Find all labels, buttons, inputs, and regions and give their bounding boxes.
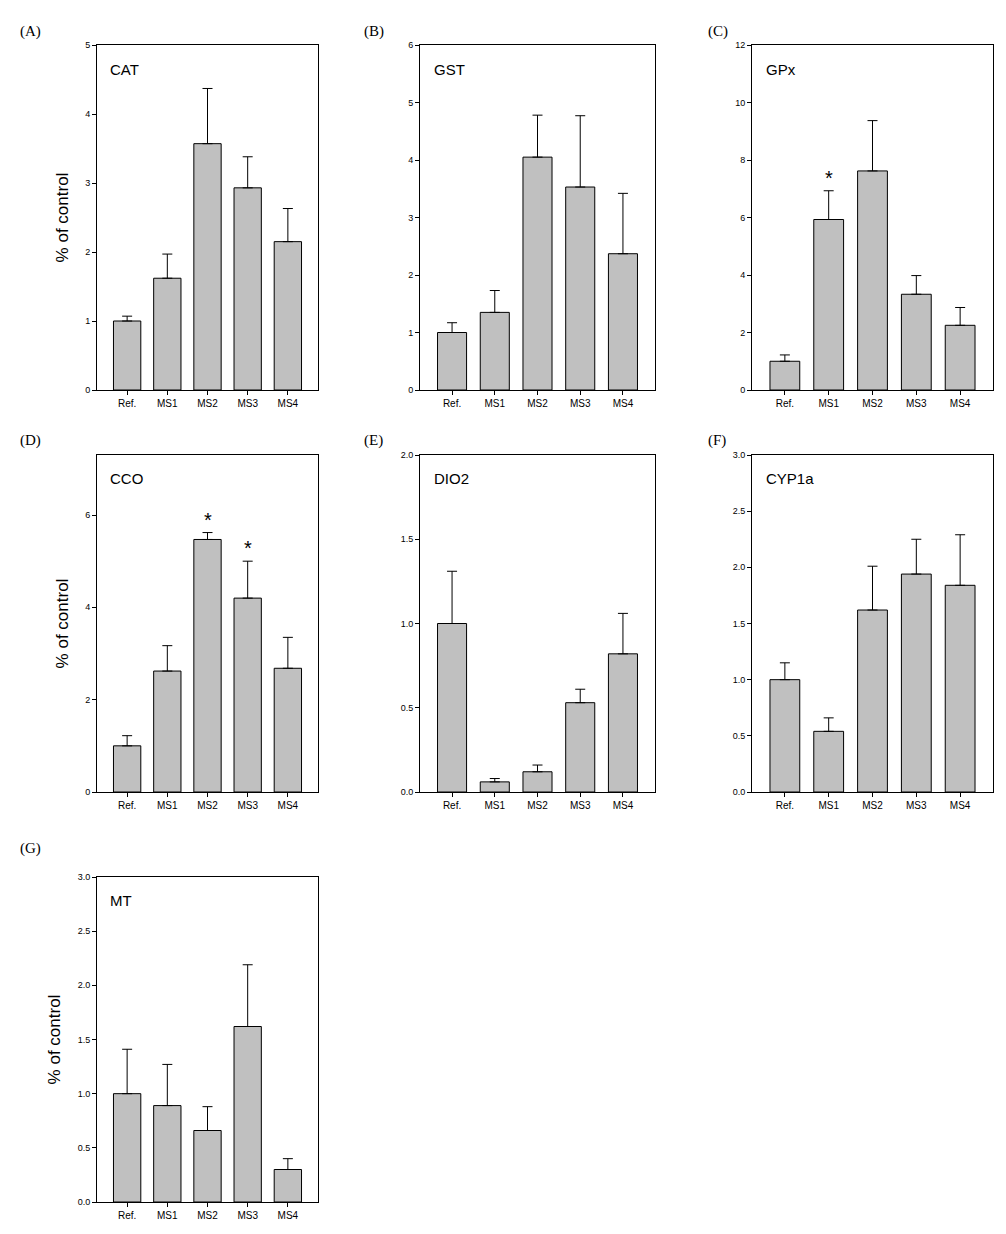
svg-text:% of control: % of control	[53, 173, 72, 263]
svg-text:MS1: MS1	[157, 1210, 178, 1221]
svg-text:2.5: 2.5	[78, 926, 91, 936]
svg-text:MS3: MS3	[570, 398, 591, 409]
svg-text:4: 4	[408, 155, 413, 165]
svg-text:0: 0	[85, 385, 90, 395]
svg-text:DIO2: DIO2	[434, 470, 469, 487]
svg-text:MS4: MS4	[950, 800, 971, 811]
svg-text:CCO: CCO	[110, 470, 143, 487]
svg-text:Ref.: Ref.	[443, 398, 461, 409]
svg-text:MS4: MS4	[613, 398, 634, 409]
svg-text:(A): (A)	[20, 23, 41, 40]
svg-text:2: 2	[85, 247, 90, 257]
svg-text:MS4: MS4	[278, 398, 299, 409]
svg-text:2.5: 2.5	[733, 506, 746, 516]
svg-text:MS1: MS1	[157, 800, 178, 811]
svg-text:MS1: MS1	[484, 800, 505, 811]
svg-text:6: 6	[85, 510, 90, 520]
svg-text:*: *	[204, 509, 212, 531]
svg-text:% of control: % of control	[45, 995, 64, 1085]
svg-text:Ref.: Ref.	[776, 398, 794, 409]
svg-text:2: 2	[740, 328, 745, 338]
svg-text:MS1: MS1	[157, 398, 178, 409]
svg-text:12: 12	[735, 40, 745, 50]
svg-text:GPx: GPx	[766, 61, 796, 78]
svg-text:MS2: MS2	[862, 398, 883, 409]
svg-text:0: 0	[740, 385, 745, 395]
svg-text:MS3: MS3	[237, 398, 258, 409]
svg-text:4: 4	[85, 109, 90, 119]
svg-text:CYP1a: CYP1a	[766, 470, 814, 487]
svg-text:6: 6	[408, 40, 413, 50]
svg-text:0.5: 0.5	[78, 1143, 91, 1153]
svg-text:MS4: MS4	[278, 800, 299, 811]
svg-text:MS4: MS4	[950, 398, 971, 409]
svg-text:2: 2	[408, 270, 413, 280]
svg-text:1.5: 1.5	[78, 1035, 91, 1045]
svg-text:MT: MT	[110, 892, 132, 909]
svg-text:MS2: MS2	[197, 800, 218, 811]
svg-text:1.5: 1.5	[401, 534, 414, 544]
svg-text:2: 2	[85, 695, 90, 705]
svg-text:CAT: CAT	[110, 61, 139, 78]
svg-text:(F): (F)	[708, 432, 726, 449]
svg-text:MS3: MS3	[237, 1210, 258, 1221]
svg-text:Ref.: Ref.	[118, 1210, 136, 1221]
svg-text:2.0: 2.0	[401, 450, 414, 460]
svg-text:MS2: MS2	[197, 1210, 218, 1221]
svg-text:MS2: MS2	[527, 398, 548, 409]
svg-text:MS4: MS4	[613, 800, 634, 811]
svg-text:(B): (B)	[364, 23, 384, 40]
svg-text:MS2: MS2	[197, 398, 218, 409]
svg-text:MS3: MS3	[906, 398, 927, 409]
svg-text:MS1: MS1	[818, 800, 839, 811]
svg-text:0.0: 0.0	[733, 787, 746, 797]
svg-text:1.0: 1.0	[733, 675, 746, 685]
svg-text:2.0: 2.0	[733, 562, 746, 572]
svg-text:5: 5	[408, 98, 413, 108]
svg-text:MS2: MS2	[862, 800, 883, 811]
svg-text:0.0: 0.0	[78, 1197, 91, 1207]
svg-text:Ref.: Ref.	[776, 800, 794, 811]
svg-text:Ref.: Ref.	[118, 398, 136, 409]
svg-text:GST: GST	[434, 61, 465, 78]
svg-text:(D): (D)	[20, 432, 41, 449]
svg-text:Ref.: Ref.	[118, 800, 136, 811]
svg-text:MS3: MS3	[570, 800, 591, 811]
svg-text:1: 1	[408, 328, 413, 338]
svg-text:1.0: 1.0	[78, 1089, 91, 1099]
svg-text:(G): (G)	[20, 840, 41, 857]
svg-text:3: 3	[85, 178, 90, 188]
svg-text:0.0: 0.0	[401, 787, 414, 797]
svg-text:2.0: 2.0	[78, 980, 91, 990]
svg-text:(C): (C)	[708, 23, 728, 40]
svg-text:8: 8	[740, 155, 745, 165]
svg-text:% of control: % of control	[53, 579, 72, 669]
svg-text:1.5: 1.5	[733, 619, 746, 629]
svg-text:*: *	[244, 537, 252, 559]
svg-text:0: 0	[85, 787, 90, 797]
svg-text:0.5: 0.5	[401, 703, 414, 713]
svg-text:*: *	[825, 167, 833, 189]
svg-text:MS4: MS4	[278, 1210, 299, 1221]
svg-text:0: 0	[408, 385, 413, 395]
svg-text:4: 4	[85, 602, 90, 612]
svg-text:1: 1	[85, 316, 90, 326]
svg-text:6: 6	[740, 213, 745, 223]
svg-text:MS1: MS1	[818, 398, 839, 409]
svg-text:0.5: 0.5	[733, 731, 746, 741]
svg-text:1.0: 1.0	[401, 619, 414, 629]
svg-text:10: 10	[735, 98, 745, 108]
svg-text:5: 5	[85, 40, 90, 50]
svg-text:MS2: MS2	[527, 800, 548, 811]
svg-text:3: 3	[408, 213, 413, 223]
svg-text:MS3: MS3	[237, 800, 258, 811]
svg-text:Ref.: Ref.	[443, 800, 461, 811]
svg-text:3.0: 3.0	[78, 872, 91, 882]
svg-text:(E): (E)	[364, 432, 383, 449]
svg-text:MS3: MS3	[906, 800, 927, 811]
svg-text:3.0: 3.0	[733, 450, 746, 460]
svg-text:4: 4	[740, 270, 745, 280]
svg-text:MS1: MS1	[484, 398, 505, 409]
